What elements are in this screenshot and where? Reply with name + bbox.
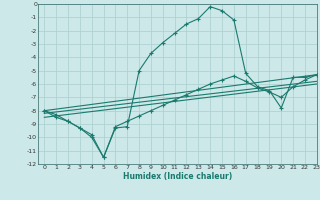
X-axis label: Humidex (Indice chaleur): Humidex (Indice chaleur) — [123, 172, 232, 181]
